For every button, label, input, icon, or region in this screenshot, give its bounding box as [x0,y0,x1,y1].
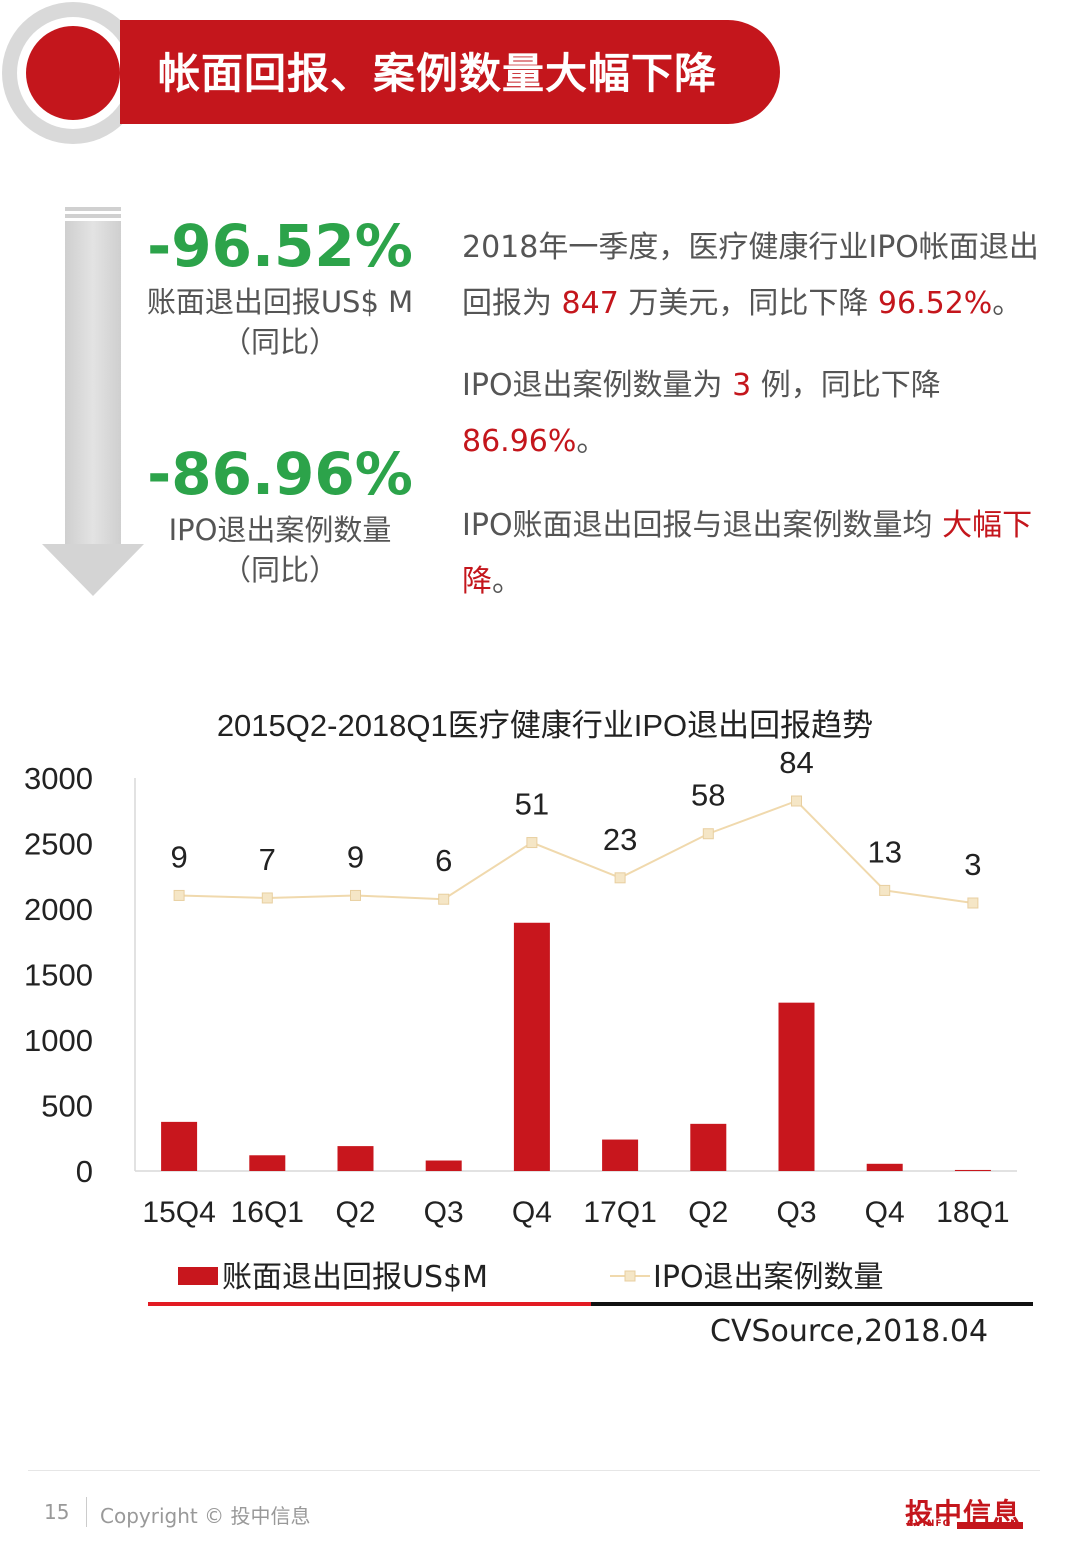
data-label: 84 [779,745,813,780]
x-tick-label: 17Q1 [583,1196,656,1229]
x-tick-label: Q4 [512,1196,552,1229]
down-arrow-icon [42,544,144,596]
x-tick-label: Q3 [776,1196,816,1229]
copyright: Copyright © 投中信息 [100,1504,311,1528]
chart-title: 2015Q2-2018Q1医疗健康行业IPO退出回报趋势 [217,708,873,743]
data-label: 9 [170,839,187,874]
y-tick-label: 3000 [24,761,93,796]
chart-legend: 账面退出回报US$M IPO退出案例数量 [178,1260,884,1295]
kpi-cases-note: （同比） [221,553,338,587]
data-label: 3 [964,847,981,882]
data-label: 9 [347,839,364,874]
highlight-amount: 847 [561,286,619,321]
bar [602,1139,639,1171]
line-point [350,889,361,901]
data-label: 23 [603,822,637,857]
bar [425,1160,462,1171]
down-arrow-shaft [65,221,121,546]
y-tick-label: 2000 [24,892,93,927]
highlight-percent: 86.96% [462,424,577,459]
y-tick-label: 500 [41,1089,93,1124]
highlight-percent: 96.52% [877,286,993,321]
bar [866,1163,903,1171]
bar [249,1155,286,1171]
paragraph-cases: IPO退出案例数量为 3 例，同比下降 86.96%。 [462,358,1062,470]
source-rule-red [148,1302,591,1306]
data-label: 58 [691,778,725,813]
paragraph-text: 2018年一季度，医疗健康行业IPO帐面退出回报为 [462,230,1039,321]
header-badge-dot [26,26,120,120]
arrow-line-top [65,207,121,211]
source-rule-black [591,1302,1033,1306]
paragraph-text: IPO账面退出回报与退出案例数量均 [462,508,943,543]
logo-bar [957,1522,1023,1529]
legend-line-marker [624,1270,636,1282]
bar [954,1169,991,1171]
highlight-count: 3 [732,368,752,403]
bar [161,1121,198,1171]
data-label: 13 [867,834,901,869]
paragraph-text: IPO退出案例数量为 [462,368,733,403]
line-point [879,884,891,896]
line-point [173,889,185,901]
legend-line-label: IPO退出案例数量 [653,1260,884,1295]
paragraph-text: 例，同比下降 [751,368,941,403]
bar [337,1146,374,1171]
page-title: 帐面回报、案例数量大幅下降 [158,49,718,98]
ipo-return-chart: 2015Q2-2018Q1医疗健康行业IPO退出回报趋势 0 500 1000 150… [24,708,1017,1295]
bar [778,1002,815,1171]
line-point [967,897,979,909]
y-tick-label: 0 [76,1154,93,1189]
footer-divider [28,1470,1040,1471]
paragraph-text: 。 [992,286,1023,321]
kpi-return-label: 账面退出回报US$ M [146,285,414,319]
line-point [791,795,802,807]
header-banner [120,20,780,124]
x-tick-label: Q4 [865,1196,905,1229]
bar [513,922,550,1171]
data-label: 7 [259,842,276,877]
y-tick-label: 1000 [24,1023,93,1058]
paragraph-summary: IPO账面退出回报与退出案例数量均 大幅下降。 [462,498,1062,610]
line-point [261,892,273,904]
x-tick-label: 18Q1 [936,1196,1009,1229]
paragraph-return: 2018年一季度，医疗健康行业IPO帐面退出回报为 847 万美元，同比下降 9… [462,220,1062,332]
cases-line [179,799,974,904]
arrow-line-mid [65,214,121,218]
y-tick-label: 1500 [24,958,93,993]
kpi-return-note: （同比） [221,325,338,359]
company-logo: 投中信息 CVINFO [905,1492,1023,1532]
x-tick-label: 16Q1 [231,1196,304,1229]
x-tick-label: Q2 [335,1196,375,1229]
line-point [526,837,538,849]
paragraph-text: 。 [492,564,522,599]
data-label: 51 [515,787,549,822]
footer-separator [86,1497,87,1527]
line-point [438,893,450,905]
x-tick-label: Q2 [688,1196,728,1229]
legend-bar-swatch [178,1267,218,1285]
x-tick-label: Q3 [424,1196,464,1229]
y-tick-label: 2500 [24,827,93,862]
line-point [702,828,714,840]
x-tick-label: 15Q4 [142,1196,215,1229]
highlight-decline: 大幅下降 [462,508,1033,599]
data-label: 6 [435,843,452,878]
line-point [614,872,626,884]
page-number: 15 [44,1500,70,1524]
paragraph-text: 。 [576,424,607,459]
paragraph-text: 万美元，同比下降 [618,286,878,321]
legend-bar-label: 账面退出回报US$M [222,1260,488,1295]
kpi-cases-value: -86.96% [147,440,413,508]
bar [690,1123,727,1171]
source-note: CVSource,2018.04 [710,1314,989,1349]
kpi-return-value: -96.52% [147,212,413,280]
logo-subtext: CVINFO [907,1519,952,1529]
kpi-cases-label: IPO退出案例数量 [168,513,392,547]
